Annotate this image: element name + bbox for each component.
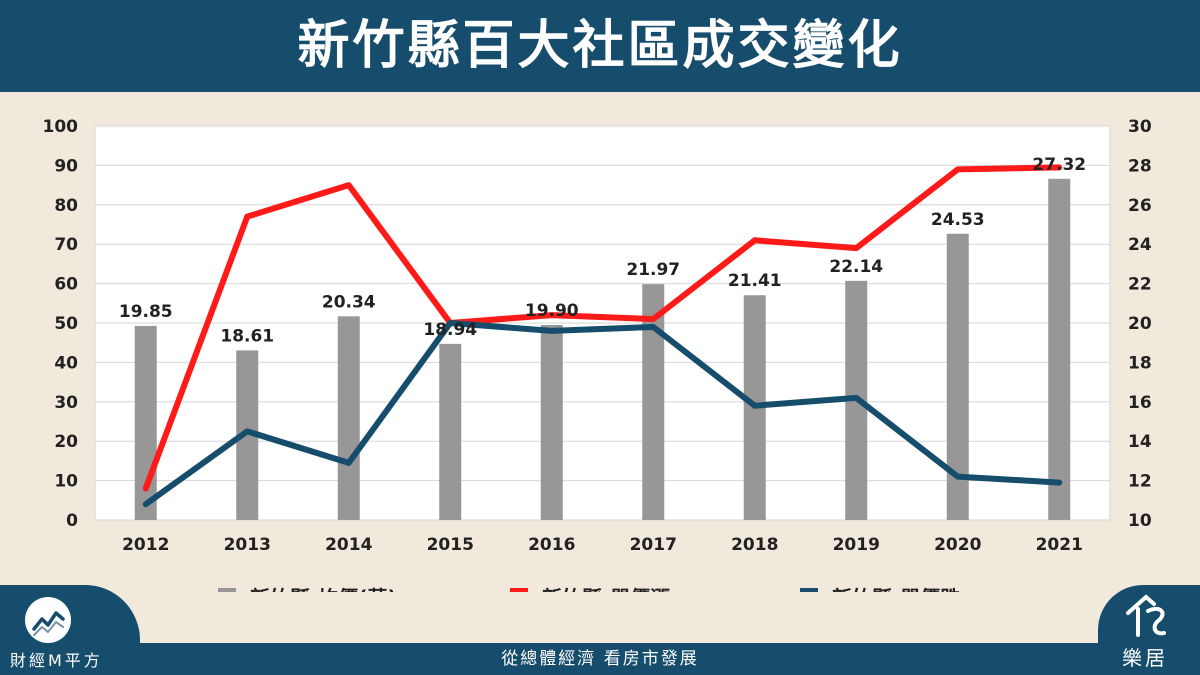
legend-label: 新竹縣-單價跌 bbox=[832, 586, 961, 592]
bar-data-label: 21.41 bbox=[728, 271, 782, 291]
right-axis-tick-label: 18 bbox=[1128, 353, 1152, 373]
bar-series bbox=[134, 178, 1071, 520]
right-axis-tick-label: 28 bbox=[1128, 156, 1152, 176]
bar bbox=[642, 284, 665, 520]
right-axis-ticks: 10 12 14 16 18 20 22 24 26 28 30 bbox=[1128, 117, 1152, 531]
gridlines bbox=[94, 125, 1111, 521]
legend-swatch bbox=[218, 588, 236, 592]
left-axis-tick-label: 20 bbox=[54, 432, 78, 452]
right-axis-tick-label: 12 bbox=[1128, 472, 1152, 492]
legend: 新竹縣-均價(萬) 新竹縣-單價漲 新竹縣-單價跌 bbox=[218, 586, 961, 592]
brand-left-name: 財經M平方 bbox=[10, 651, 103, 670]
brand-left-logo: 財經M平方 bbox=[0, 585, 140, 675]
bar bbox=[540, 324, 563, 520]
bar bbox=[946, 233, 969, 520]
legend-label: 新竹縣-均價(萬) bbox=[250, 586, 397, 592]
left-axis-tick-label: 10 bbox=[54, 472, 78, 492]
legend-label: 新竹縣-單價漲 bbox=[542, 586, 671, 592]
left-axis-tick-label: 50 bbox=[54, 314, 78, 334]
header-bar bbox=[0, 0, 1200, 92]
footer-bar bbox=[0, 643, 1200, 675]
x-axis-ticks: 2012 2013 2014 2015 2016 2017 2018 2019 2020 2021 bbox=[122, 535, 1083, 555]
right-axis-tick-label: 16 bbox=[1128, 393, 1152, 413]
right-axis-tick-label: 26 bbox=[1128, 196, 1152, 216]
left-axis-tick-label: 40 bbox=[54, 353, 78, 373]
left-axis-tick-label: 0 bbox=[66, 511, 78, 531]
x-axis-tick-label: 2019 bbox=[833, 535, 880, 555]
x-axis-tick-label: 2020 bbox=[934, 535, 981, 555]
bar-data-label: 19.90 bbox=[525, 301, 579, 321]
fall-line bbox=[142, 320, 1063, 508]
bar-data-labels: 19.85 18.61 20.34 18.94 19.90 21.97 21.41 22.14… bbox=[119, 155, 1086, 347]
left-axis-tick-label: 90 bbox=[54, 156, 78, 176]
bar bbox=[1048, 178, 1071, 520]
left-axis-tick-label: 80 bbox=[54, 196, 78, 216]
right-axis-tick-label: 10 bbox=[1128, 511, 1152, 531]
bar bbox=[236, 350, 259, 520]
legend-swatch bbox=[510, 588, 528, 592]
combo-chart: 19.85 18.61 20.34 18.94 19.90 21.97 21.41 22.14… bbox=[43, 117, 1152, 592]
bar-data-label: 22.14 bbox=[829, 257, 883, 277]
left-axis-tick-label: 60 bbox=[54, 275, 78, 295]
x-axis-tick-label: 2018 bbox=[731, 535, 778, 555]
trend-chart-logo-icon bbox=[25, 597, 71, 643]
brand-right-logo: 樂居 bbox=[1098, 585, 1200, 675]
right-axis-tick-label: 14 bbox=[1128, 432, 1152, 452]
right-axis-tick-label: 20 bbox=[1128, 314, 1152, 334]
x-axis-tick-label: 2016 bbox=[528, 535, 575, 555]
x-axis-tick-label: 2021 bbox=[1036, 535, 1083, 555]
bar-data-label: 20.34 bbox=[322, 292, 376, 312]
brand-right-name: 樂居 bbox=[1122, 646, 1168, 670]
rise-line bbox=[142, 164, 1063, 492]
x-axis-tick-label: 2013 bbox=[224, 535, 271, 555]
left-axis-ticks: 0 10 20 30 40 50 60 70 80 90 100 bbox=[43, 117, 79, 531]
bar-data-label: 21.97 bbox=[626, 260, 680, 280]
x-axis-tick-label: 2017 bbox=[630, 535, 677, 555]
bar-data-label: 24.53 bbox=[931, 210, 985, 230]
footer-slogan: 從總體經濟 看房市發展 bbox=[501, 649, 699, 669]
page-title: 新竹縣百大社區成交變化 bbox=[297, 16, 903, 76]
legend-swatch bbox=[800, 588, 818, 592]
bar bbox=[337, 316, 360, 520]
line-series bbox=[142, 164, 1063, 508]
left-axis-tick-label: 70 bbox=[54, 235, 78, 255]
leju-house-logo-icon bbox=[1126, 594, 1166, 637]
bar-data-label: 19.85 bbox=[119, 302, 173, 322]
bar bbox=[439, 343, 462, 520]
right-axis-tick-label: 22 bbox=[1128, 275, 1152, 295]
bar-data-label: 27.32 bbox=[1032, 155, 1086, 175]
bar-data-label: 18.94 bbox=[423, 320, 477, 340]
left-axis-tick-label: 30 bbox=[54, 393, 78, 413]
x-axis-tick-label: 2015 bbox=[427, 535, 474, 555]
right-axis-tick-label: 24 bbox=[1128, 235, 1152, 255]
left-axis-tick-label: 100 bbox=[43, 117, 79, 137]
x-axis-tick-label: 2014 bbox=[325, 535, 372, 555]
right-axis-tick-label: 30 bbox=[1128, 117, 1152, 137]
bar-data-label: 18.61 bbox=[220, 326, 274, 346]
x-axis-tick-label: 2012 bbox=[122, 535, 169, 555]
